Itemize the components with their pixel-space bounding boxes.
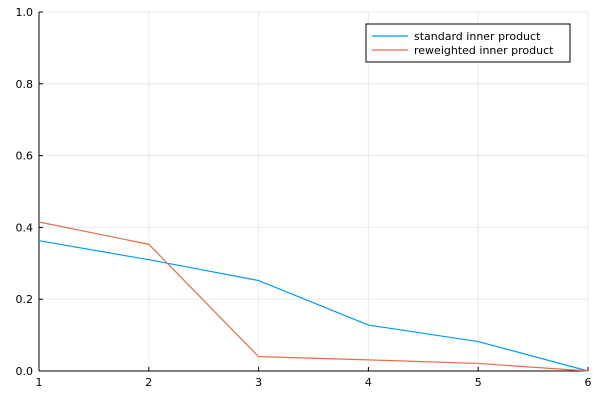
y-tick-label: 0.6: [16, 150, 34, 163]
y-tick-label: 0.8: [16, 78, 34, 91]
y-tick-label: 0.4: [16, 221, 34, 234]
x-tick-label: 5: [475, 376, 482, 389]
x-tick-label: 4: [365, 376, 372, 389]
axes: [38, 12, 588, 372]
x-tick-label: 1: [36, 376, 43, 389]
legend-label-1: standard inner product: [414, 30, 541, 43]
series-line-2: [38, 221, 589, 372]
legend-label-2: reweighted inner product: [414, 44, 554, 57]
series-lines: [38, 221, 589, 372]
y-tick-label: 0.2: [16, 293, 34, 306]
y-tick-label: 1.0: [16, 6, 34, 19]
ticks: 1 2 3 4 5 6 0.0 0.2 0.4 0.6 0.8 1.0: [16, 6, 592, 389]
y-tick-label: 0.0: [16, 365, 34, 378]
x-tick-label: 3: [255, 376, 262, 389]
x-tick-label: 2: [145, 376, 152, 389]
grid: [38, 11, 589, 372]
x-tick-label: 6: [585, 376, 592, 389]
series-line-1: [38, 240, 589, 372]
legend-box: [365, 23, 571, 63]
